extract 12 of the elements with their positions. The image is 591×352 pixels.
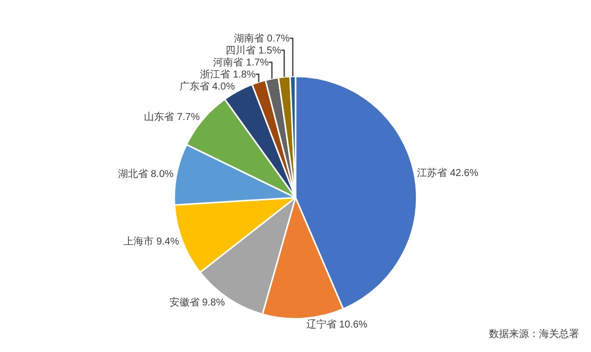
slice-label: 四川省 1.5% bbox=[226, 44, 282, 56]
slice-label: 湖南省 0.7% bbox=[234, 32, 290, 44]
slice-label: 广东省 4.0% bbox=[179, 80, 235, 92]
slice-label: 浙江省 1.8% bbox=[200, 68, 256, 80]
slice-label: 上海市 9.4% bbox=[124, 235, 180, 248]
slice-label: 河南省 1.7% bbox=[213, 56, 269, 68]
slice-label: 湖北省 8.0% bbox=[118, 168, 174, 180]
slice-label: 安徽省 9.8% bbox=[169, 296, 225, 308]
slice-label: 辽宁省 10.6% bbox=[306, 318, 368, 330]
slice-label: 江苏省 42.6% bbox=[417, 166, 478, 179]
source-note: 数据来源：海关总署 bbox=[489, 328, 579, 340]
slice-label: 山东省 7.7% bbox=[144, 110, 200, 123]
